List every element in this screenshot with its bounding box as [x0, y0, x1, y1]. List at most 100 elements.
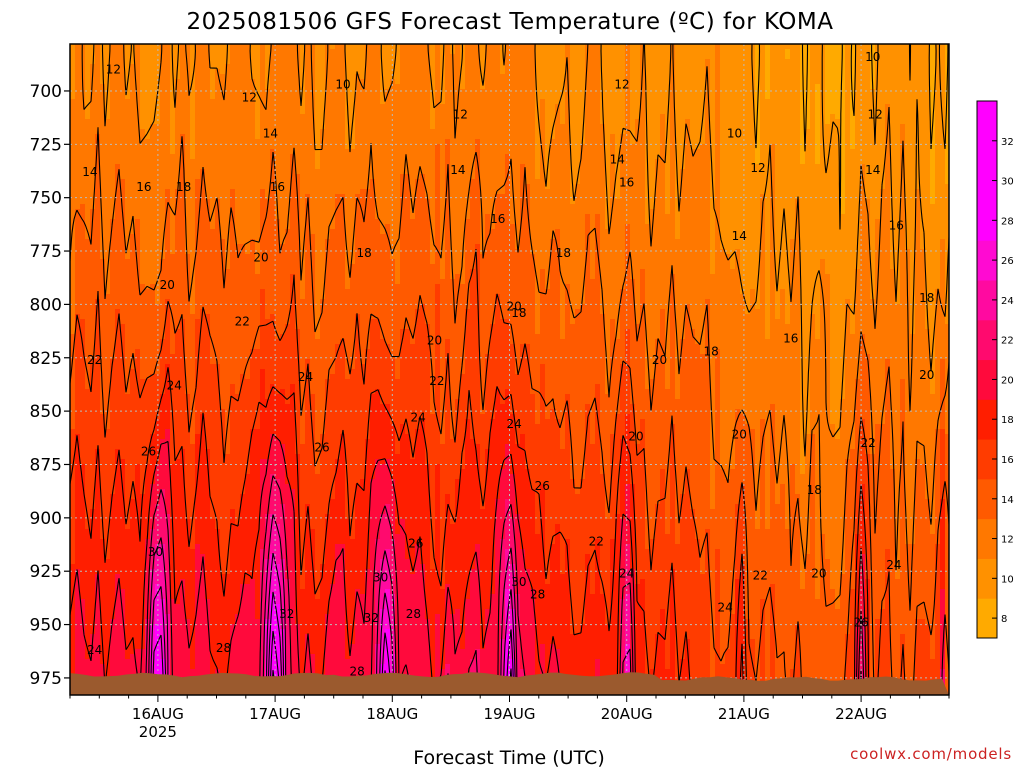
- field-cell: [590, 69, 596, 75]
- field-cell: [920, 139, 926, 145]
- field-cell: [165, 144, 171, 150]
- field-cell: [435, 44, 441, 50]
- field-cell: [80, 54, 86, 60]
- field-cell: [495, 69, 501, 75]
- field-cell: [495, 179, 501, 185]
- field-cell: [460, 79, 466, 85]
- field-cell: [620, 119, 626, 125]
- field-cell: [915, 54, 921, 60]
- field-cell: [140, 109, 146, 115]
- field-cell: [905, 89, 911, 95]
- field-cell: [640, 149, 646, 155]
- field-cell: [360, 124, 366, 130]
- field-cell: [475, 49, 481, 55]
- field-cell: [350, 79, 356, 85]
- field-cell: [320, 44, 326, 50]
- field-cell: [690, 109, 696, 115]
- field-cell: [290, 124, 296, 130]
- field-cell: [870, 44, 876, 50]
- field-cell: [210, 104, 216, 110]
- field-cell: [730, 154, 736, 160]
- field-cell: [590, 84, 596, 90]
- field-cell: [785, 74, 791, 80]
- field-cell: [265, 109, 271, 115]
- field-cell: [575, 74, 581, 80]
- field-cell: [85, 99, 91, 105]
- field-cell: [355, 144, 361, 150]
- field-cell: [530, 109, 536, 115]
- field-cell: [445, 59, 451, 65]
- field-cell: [315, 184, 321, 190]
- field-cell: [245, 149, 251, 155]
- field-cell: [780, 54, 786, 60]
- field-cell: [175, 119, 181, 125]
- field-cell: [690, 89, 696, 95]
- field-cell: [625, 159, 631, 165]
- field-cell: [940, 154, 946, 160]
- field-cell: [445, 74, 451, 80]
- field-cell: [510, 114, 516, 120]
- field-cell: [360, 114, 366, 120]
- field-cell: [225, 99, 231, 105]
- field-cell: [530, 179, 536, 185]
- field-cell: [570, 139, 576, 145]
- field-cell: [700, 49, 706, 55]
- field-cell: [290, 49, 296, 55]
- field-cell: [865, 94, 871, 100]
- field-cell: [225, 144, 231, 150]
- field-cell: [725, 169, 731, 175]
- field-cell: [405, 64, 411, 70]
- field-cell: [330, 159, 336, 165]
- field-cell: [375, 99, 381, 105]
- field-cell: [435, 169, 441, 175]
- field-cell: [765, 84, 771, 90]
- field-cell: [565, 149, 571, 155]
- field-cell: [850, 149, 856, 155]
- field-cell: [785, 89, 791, 95]
- field-cell: [205, 154, 211, 160]
- field-cell: [835, 59, 841, 65]
- field-cell: [740, 94, 746, 100]
- field-cell: [240, 79, 246, 85]
- field-cell: [785, 59, 791, 65]
- field-cell: [190, 149, 196, 155]
- field-cell: [485, 179, 491, 185]
- field-cell: [915, 79, 921, 85]
- field-cell: [340, 114, 346, 120]
- field-cell: [640, 179, 646, 185]
- field-cell: [915, 59, 921, 65]
- field-cell: [485, 74, 491, 80]
- field-cell: [755, 149, 761, 155]
- field-cell: [435, 154, 441, 160]
- field-cell: [670, 159, 676, 165]
- field-cell: [605, 54, 611, 60]
- field-cell: [335, 119, 341, 125]
- field-cell: [255, 184, 261, 190]
- field-cell: [90, 149, 96, 155]
- field-cell: [650, 59, 656, 65]
- field-cell: [450, 99, 456, 105]
- field-cell: [910, 174, 916, 180]
- field-cell: [285, 49, 291, 55]
- field-cell: [755, 74, 761, 80]
- field-cell: [780, 154, 786, 160]
- field-cell: [810, 174, 816, 180]
- field-cell: [490, 169, 496, 175]
- field-cell: [890, 129, 896, 135]
- field-cell: [245, 104, 251, 110]
- field-cell: [560, 44, 566, 50]
- field-cell: [630, 74, 636, 80]
- field-cell: [880, 99, 886, 105]
- field-cell: [440, 129, 446, 135]
- field-cell: [490, 104, 496, 110]
- field-cell: [75, 44, 81, 50]
- field-cell: [775, 144, 781, 150]
- field-cell: [225, 139, 231, 145]
- field-cell: [495, 54, 501, 60]
- field-cell: [600, 134, 606, 140]
- field-cell: [565, 94, 571, 100]
- field-cell: [520, 109, 526, 115]
- field-cell: [130, 164, 136, 170]
- field-cell: [325, 149, 331, 155]
- field-cell: [820, 169, 826, 175]
